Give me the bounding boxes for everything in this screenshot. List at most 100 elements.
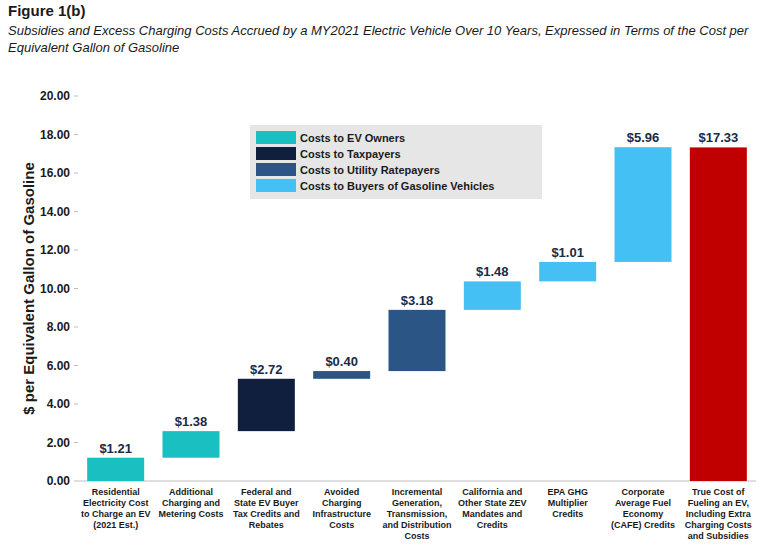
x-tick-label: CorporateAverage FuelEconomy(CAFE) Credi… <box>611 487 675 530</box>
y-axis-label: $ per Equivalent Gallon of Gasoline <box>20 162 37 415</box>
data-label: $1.38 <box>175 414 208 429</box>
x-tick-label-line: Economy <box>623 509 664 519</box>
x-tick-label-line: Additional <box>169 487 213 497</box>
legend-swatch <box>256 131 296 144</box>
x-tick-label-line: Costs <box>329 520 354 530</box>
y-tick-label: 6.00 <box>47 359 71 373</box>
y-tick-label: 4.00 <box>47 397 71 411</box>
x-tick-label: True Cost ofFueling an EV,Including Extr… <box>685 487 752 541</box>
y-tick <box>74 288 78 289</box>
y-tick <box>74 327 78 328</box>
bar <box>313 371 370 379</box>
data-label: $1.21 <box>99 441 132 456</box>
y-tick <box>74 481 78 482</box>
subtitle-line: Equivalent Gallon of Gasoline <box>8 40 179 55</box>
x-tick-label-line: Other State ZEV <box>458 498 527 508</box>
x-tick-label-line: Rebates <box>249 520 284 530</box>
x-tick-label-line: Federal and <box>241 487 292 497</box>
legend-box <box>250 125 542 199</box>
x-tick-label: California andOther State ZEVMandates an… <box>458 487 527 530</box>
y-tick <box>74 96 78 97</box>
legend-label: Costs to Utility Ratepayers <box>300 164 440 176</box>
x-tick-label-line: Multiplier <box>548 498 588 508</box>
data-label: $1.48 <box>476 264 509 279</box>
x-tick-label-line: Average Fuel <box>615 498 671 508</box>
x-tick-label-line: (2021 Est.) <box>93 520 138 530</box>
x-tick-label: AdditionalCharging andMetering Costs <box>158 487 223 519</box>
bar <box>389 310 446 371</box>
y-tick-label: 0.00 <box>47 474 71 488</box>
y-tick-label: 12.00 <box>40 243 70 257</box>
x-tick-label-line: Including Extra <box>686 509 752 519</box>
x-tick-label-line: Electricity Cost <box>83 498 149 508</box>
x-tick-label-line: and Distribution <box>383 520 452 530</box>
x-tick-label-line: Charging Costs <box>685 520 752 530</box>
x-tick-label-line: and Subsidies <box>688 531 749 541</box>
bar <box>539 262 596 281</box>
y-tick <box>74 134 78 135</box>
total-bar <box>690 147 747 481</box>
y-tick <box>74 173 78 174</box>
data-label: $5.96 <box>627 130 660 145</box>
x-tick-label-line: Infrastructure <box>312 509 371 519</box>
data-label: $3.18 <box>401 293 434 308</box>
x-tick-label-line: Credits <box>552 509 583 519</box>
y-tick <box>74 404 78 405</box>
y-axis <box>78 96 79 481</box>
x-tick-label: AvoidedChargingInfrastructureCosts <box>312 487 371 530</box>
bar <box>163 431 220 458</box>
data-label: $1.01 <box>551 245 584 260</box>
subtitle: Subsidies and Excess Charging Costs Accr… <box>8 23 749 55</box>
y-tick <box>74 442 78 443</box>
y-tick <box>74 250 78 251</box>
x-tick-label-line: EPA GHG <box>547 487 588 497</box>
x-tick-label-line: California and <box>462 487 522 497</box>
x-axis <box>78 481 756 482</box>
x-tick-label-line: (CAFE) Credits <box>611 520 675 530</box>
y-tick <box>74 211 78 212</box>
chart: Figure 1(b) Subsidies and Excess Charging… <box>0 0 766 559</box>
x-tick-label-line: Incremental <box>392 487 443 497</box>
x-tick-label-line: Transmission, <box>387 509 448 519</box>
subtitle-line: Subsidies and Excess Charging Costs Accr… <box>8 23 749 38</box>
x-tick-label: ResidentialElectricity Costto Charge an … <box>81 487 151 530</box>
x-tick-label-line: Residential <box>92 487 140 497</box>
data-labels: $1.21$1.38$2.72$0.40$3.18$1.48$1.01$5.96… <box>99 130 738 456</box>
y-tick-label: 2.00 <box>47 436 71 450</box>
x-tick-label: IncrementalGeneration,Transmission,and D… <box>383 487 452 541</box>
y-tick-label: 8.00 <box>47 320 71 334</box>
legend-swatch <box>256 179 296 192</box>
x-tick-label-line: Credits <box>477 520 508 530</box>
x-tick-label-line: to Charge an EV <box>81 509 151 519</box>
legend-label: Costs to EV Owners <box>300 132 405 144</box>
bar <box>615 147 672 262</box>
title: Figure 1(b) <box>8 2 86 19</box>
bar <box>87 458 144 481</box>
x-tick-label-line: True Cost of <box>692 487 746 497</box>
x-tick-label-line: Mandates and <box>462 509 522 519</box>
data-label: $0.40 <box>325 354 358 369</box>
x-tick-label-line: Tax Credits and <box>233 509 300 519</box>
x-tick-label-line: Avoided <box>324 487 359 497</box>
y-tick-label: 10.00 <box>40 282 70 296</box>
y-tick-label: 14.00 <box>40 205 70 219</box>
bar <box>464 281 521 309</box>
data-label: $17.33 <box>698 130 738 145</box>
x-tick-label-line: Fueling an EV, <box>688 498 749 508</box>
bar <box>238 379 295 431</box>
x-tick-label-line: Generation, <box>392 498 442 508</box>
x-tick-label-line: Corporate <box>621 487 664 497</box>
y-tick <box>74 365 78 366</box>
legend-label: Costs to Taxpayers <box>300 148 401 160</box>
y-tick-label: 18.00 <box>40 128 70 142</box>
y-tick-label: 16.00 <box>40 166 70 180</box>
y-tick-label: 20.00 <box>40 89 70 103</box>
x-tick-label: EPA GHGMultiplierCredits <box>547 487 588 519</box>
x-tick-label-line: Costs <box>404 531 429 541</box>
legend-swatch <box>256 147 296 160</box>
x-tick-label-line: Metering Costs <box>158 509 223 519</box>
x-tick-label: Federal andState EV BuyerTax Credits and… <box>233 487 300 530</box>
x-tick-label-line: Charging and <box>162 498 220 508</box>
x-tick-label-line: Charging <box>322 498 362 508</box>
legend-swatch <box>256 163 296 176</box>
